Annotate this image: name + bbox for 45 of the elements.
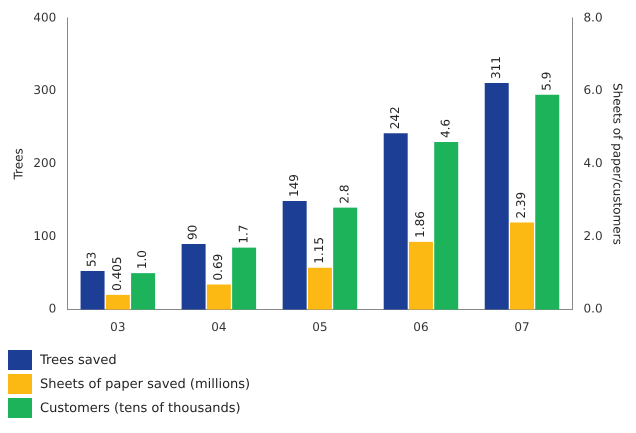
bar [232,248,256,310]
y-tick-label: 0 [48,302,56,316]
y-axis-title: Trees [11,148,26,181]
x-tick-label: 05 [312,320,328,334]
legend-label: Customers (tens of thousands) [40,400,241,416]
x-tick-label: 07 [514,320,530,334]
y2-tick-label: 0.0 [584,302,603,316]
data-label: 53 [84,252,99,267]
legend-label: Trees saved [40,352,117,368]
data-label: 0.69 [210,254,225,280]
x-tick-label: 03 [110,320,126,334]
y2-tick-label: 2.0 [584,228,603,243]
bar [333,208,358,310]
bar [434,142,458,310]
bar [80,270,105,310]
bar [282,201,307,310]
data-label: 0.405 [110,256,124,291]
y-tick-label: 400 [33,10,56,24]
x-tick-label: 04 [211,320,227,334]
data-label: 1.15 [312,236,326,264]
bar [535,94,560,310]
y-tick-label: 100 [33,228,56,243]
y2-tick-label: 8.0 [584,10,603,24]
data-label: 5.9 [539,72,554,91]
data-label: 1.7 [236,224,250,244]
data-label: 311 [488,56,503,80]
data-label: 149 [286,174,301,198]
data-label: 1.0 [135,250,150,270]
bar [131,273,156,310]
bar [384,133,408,310]
y2-tick-label: 6.0 [584,83,603,98]
y-tick-label: 200 [33,156,56,170]
y2-tick-label: 4.0 [584,156,603,170]
y2-axis-title: Sheets of paper/customers [610,82,625,245]
y-tick-label: 300 [33,83,56,98]
legend-label: Sheets of paper saved (millions) [40,376,250,392]
data-label: 90 [186,224,200,240]
data-label: 2.8 [337,184,352,204]
data-label: 1.86 [413,211,428,238]
bar [182,244,206,310]
data-label: 2.39 [514,192,528,219]
data-label: 4.6 [438,118,452,138]
bar [484,83,509,310]
data-label: 242 [388,106,402,130]
x-tick-label: 06 [413,320,429,334]
